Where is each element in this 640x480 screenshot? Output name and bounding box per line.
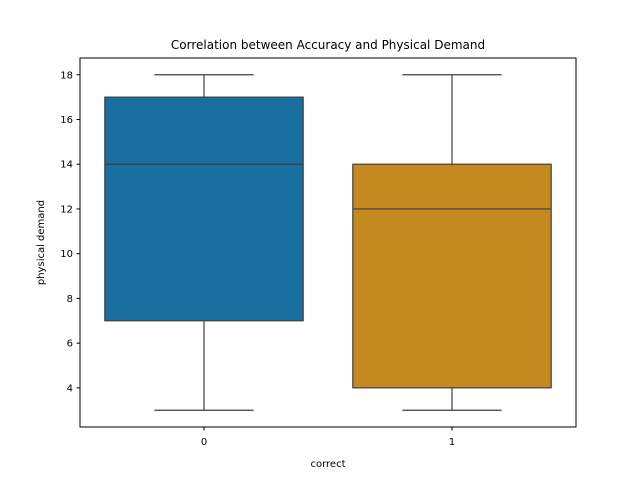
x-tick-label: 0 [201, 437, 207, 448]
y-tick-label: 10 [60, 249, 73, 260]
box-0 [104, 96, 304, 322]
y-axis: 4 6 8 10 12 14 16 18 [60, 70, 80, 394]
y-tick-label: 12 [60, 204, 73, 215]
boxes-group [104, 74, 552, 411]
x-axis-label: correct [310, 459, 345, 470]
y-tick-label: 4 [67, 383, 73, 394]
y-tick-label: 6 [67, 339, 73, 350]
plot-frame [79, 57, 577, 428]
box-1 [352, 163, 552, 389]
y-tick-label: 16 [60, 115, 73, 126]
y-tick-label: 14 [60, 160, 73, 171]
y-axis-label: physical demand [36, 200, 47, 285]
y-tick-label: 8 [67, 294, 73, 305]
chart-title: Correlation between Accuracy and Physica… [171, 38, 485, 52]
y-tick-label: 18 [60, 70, 73, 81]
x-tick-label: 1 [449, 437, 455, 448]
